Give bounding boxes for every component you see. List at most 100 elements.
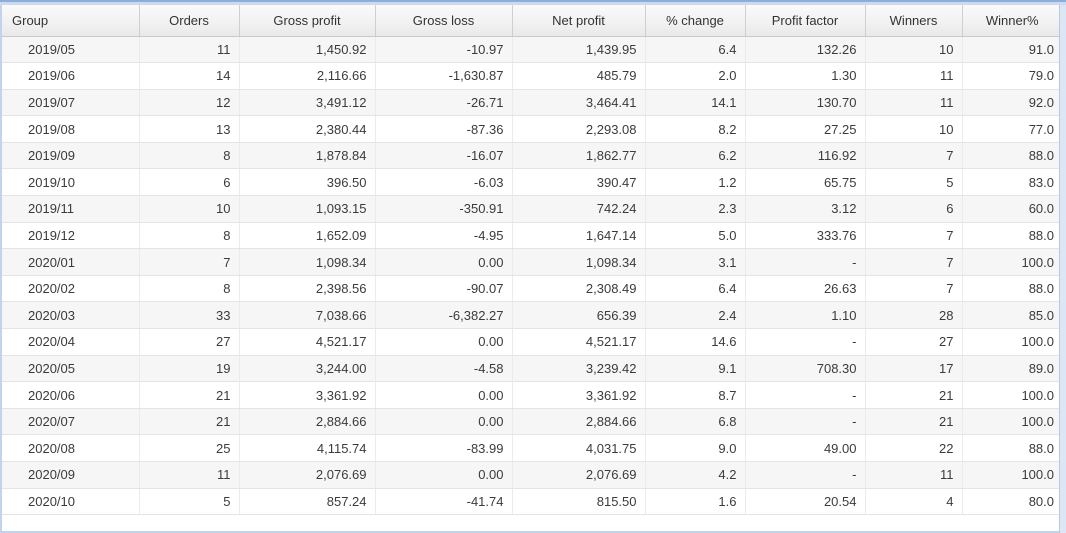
cell-profit-factor: -	[745, 248, 866, 276]
column-header-gross-profit[interactable]: Gross profit	[239, 5, 376, 37]
table-row[interactable]: 2020/08 25 4,115.74 -83.99 4,031.75 9.0 49.00 2…	[2, 434, 1062, 462]
cell-winner-pct: 88.0	[962, 142, 1062, 170]
cell-winner-pct: 77.0	[962, 115, 1062, 143]
cell-orders: 5	[139, 488, 240, 516]
cell-net-profit: 2,076.69	[512, 461, 646, 489]
cell-winner-pct: 100.0	[962, 248, 1062, 276]
table-row[interactable]: 2020/10 5 857.24 -41.74 815.50 1.6 20.54 4 80.0	[2, 488, 1062, 516]
cell-winners: 7	[865, 142, 963, 170]
cell-winners: 10	[865, 115, 963, 143]
cell-profit-factor: 49.00	[745, 434, 866, 462]
cell-net-profit: 742.24	[512, 195, 646, 223]
cell-gross-loss: -10.97	[375, 36, 513, 64]
cell-winners: 22	[865, 434, 963, 462]
cell-winners: 7	[865, 248, 963, 276]
cell-orders: 12	[139, 89, 240, 117]
column-header-winner-pct[interactable]: Winner%	[962, 5, 1062, 37]
cell-winner-pct: 92.0	[962, 89, 1062, 117]
panel-top-border	[0, 0, 1066, 5]
cell-orders: 6	[139, 168, 240, 197]
column-header-winners[interactable]: Winners	[865, 5, 963, 37]
cell-group: 2020/02	[2, 275, 140, 303]
cell-gross-loss: -6.03	[375, 168, 513, 197]
table-row[interactable]: 2020/01 7 1,098.34 0.00 1,098.34 3.1-7 100.0	[2, 248, 1062, 276]
cell-orders: 8	[139, 275, 240, 303]
table-row[interactable]: 2020/07 21 2,884.66 0.00 2,884.66 6.8-21 100.0	[2, 408, 1062, 436]
panel-bottom-border	[0, 531, 1066, 533]
column-header-profit-factor[interactable]: Profit factor	[745, 5, 866, 37]
column-header-pct-change[interactable]: % change	[645, 5, 746, 37]
scrollbar-track[interactable]	[1059, 5, 1066, 533]
cell-winners: 10	[865, 36, 963, 64]
cell-orders: 11	[139, 36, 240, 64]
cell-net-profit: 3,464.41	[512, 89, 646, 117]
table-row[interactable]: 2020/02 8 2,398.56 -90.07 2,308.49 6.4 26.63 7 8…	[2, 275, 1062, 303]
cell-gross-loss: -41.74	[375, 488, 513, 516]
monthly-performance-table: Group Orders Gross profit Gross loss Net pro…	[2, 5, 1062, 516]
cell-net-profit: 3,239.42	[512, 355, 646, 383]
cell-winner-pct: 89.0	[962, 355, 1062, 383]
table-row[interactable]: 2019/11 10 1,093.15 -350.91 742.24 2.3 3.12 6 60…	[2, 195, 1062, 223]
cell-orders: 10	[139, 195, 240, 223]
cell-profit-factor: 333.76	[745, 222, 866, 250]
cell-net-profit: 4,521.17	[512, 328, 646, 356]
table-row[interactable]: 2019/06 14 2,116.66 -1,630.87 485.79 2.0 1.30 1…	[2, 62, 1062, 90]
cell-orders: 25	[139, 434, 240, 462]
table-row[interactable]: 2020/05 19 3,244.00 -4.58 3,239.42 9.1 708.30 1…	[2, 355, 1062, 383]
cell-gross-profit: 2,116.66	[239, 62, 376, 90]
cell-group: 2019/12	[2, 222, 140, 250]
cell-gross-profit: 396.50	[239, 168, 376, 197]
cell-net-profit: 656.39	[512, 301, 646, 330]
cell-winner-pct: 91.0	[962, 36, 1062, 64]
table-row[interactable]: 2020/09 11 2,076.69 0.00 2,076.69 4.2-11 100.0	[2, 461, 1062, 489]
table-row[interactable]: 2019/05 11 1,450.92 -10.97 1,439.95 6.4 132.26…	[2, 36, 1062, 64]
cell-gross-profit: 7,038.66	[239, 301, 376, 330]
cell-orders: 19	[139, 355, 240, 383]
cell-gross-profit: 2,380.44	[239, 115, 376, 143]
cell-pct-change: 1.6	[645, 488, 746, 516]
column-header-gross-loss[interactable]: Gross loss	[375, 5, 513, 37]
cell-net-profit: 3,361.92	[512, 381, 646, 409]
cell-group: 2020/06	[2, 381, 140, 409]
cell-group: 2020/07	[2, 408, 140, 436]
cell-profit-factor: -	[745, 381, 866, 409]
cell-winner-pct: 83.0	[962, 168, 1062, 197]
cell-winners: 21	[865, 381, 963, 409]
cell-gross-loss: 0.00	[375, 408, 513, 436]
cell-winners: 11	[865, 89, 963, 117]
cell-winners: 6	[865, 195, 963, 223]
table-row[interactable]: 2019/08 13 2,380.44 -87.36 2,293.08 8.2 27.25 1…	[2, 115, 1062, 143]
cell-winner-pct: 80.0	[962, 488, 1062, 516]
cell-gross-loss: -87.36	[375, 115, 513, 143]
table-row[interactable]: 2019/07 12 3,491.12 -26.71 3,464.41 14.1 130.7…	[2, 89, 1062, 117]
cell-group: 2019/09	[2, 142, 140, 170]
column-header-net-profit[interactable]: Net profit	[512, 5, 646, 37]
cell-winners: 11	[865, 461, 963, 489]
cell-pct-change: 1.2	[645, 168, 746, 197]
cell-winner-pct: 60.0	[962, 195, 1062, 223]
table-row[interactable]: 2019/09 8 1,878.84 -16.07 1,862.77 6.2 116.92 7…	[2, 142, 1062, 170]
cell-net-profit: 2,884.66	[512, 408, 646, 436]
table-row[interactable]: 2020/04 27 4,521.17 0.00 4,521.17 14.6-27 100.…	[2, 328, 1062, 356]
cell-profit-factor: 26.63	[745, 275, 866, 303]
cell-profit-factor: -	[745, 328, 866, 356]
cell-profit-factor: 65.75	[745, 168, 866, 197]
cell-winners: 7	[865, 275, 963, 303]
cell-pct-change: 8.2	[645, 115, 746, 143]
cell-pct-change: 6.2	[645, 142, 746, 170]
cell-gross-profit: 3,244.00	[239, 355, 376, 383]
cell-group: 2020/01	[2, 248, 140, 276]
cell-gross-loss: 0.00	[375, 328, 513, 356]
column-header-group[interactable]: Group	[2, 5, 140, 37]
cell-orders: 21	[139, 408, 240, 436]
table-row[interactable]: 2019/10 6 396.50 -6.03 390.47 1.2 65.75 5 83.0	[2, 168, 1062, 197]
cell-group: 2019/05	[2, 36, 140, 64]
cell-group: 2020/08	[2, 434, 140, 462]
column-header-orders[interactable]: Orders	[139, 5, 240, 37]
table-row[interactable]: 2020/06 21 3,361.92 0.00 3,361.92 8.7-21 100.0	[2, 381, 1062, 409]
table-row[interactable]: 2020/03 33 7,038.66 -6,382.27 656.39 2.4 1.10 2…	[2, 301, 1062, 330]
cell-profit-factor: 116.92	[745, 142, 866, 170]
cell-group: 2020/05	[2, 355, 140, 383]
cell-winners: 28	[865, 301, 963, 330]
table-row[interactable]: 2019/12 8 1,652.09 -4.95 1,647.14 5.0 333.76 7 8…	[2, 222, 1062, 250]
